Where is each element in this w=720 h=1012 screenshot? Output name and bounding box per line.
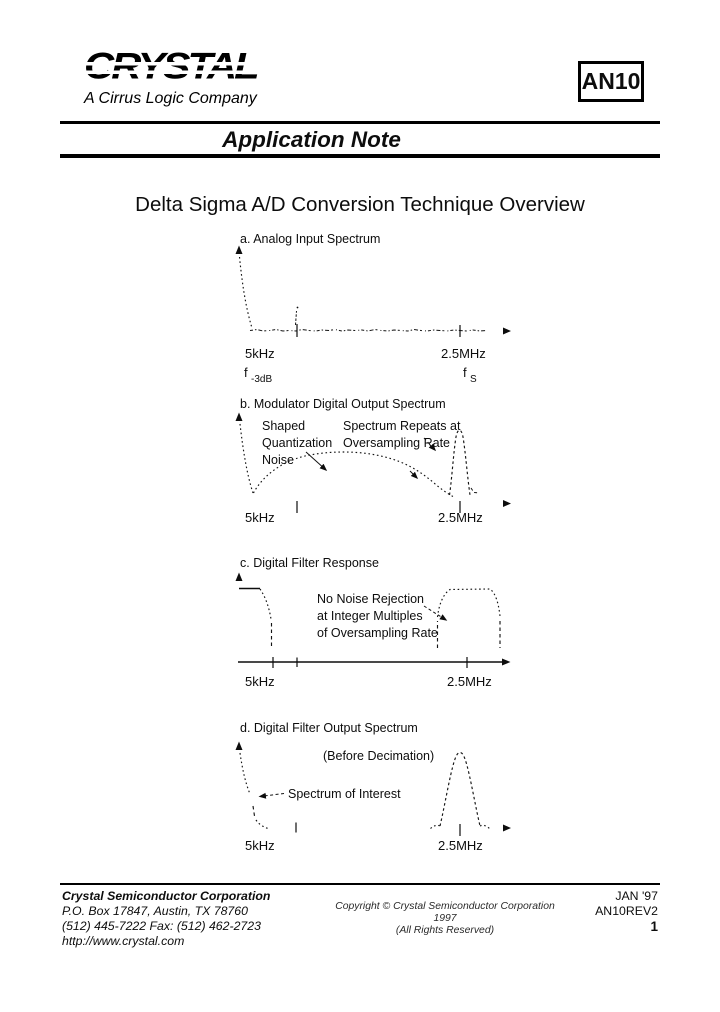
diagram-d-filter-output-spectrum: d. Digital Filter Output Spectrum (Befor… bbox=[235, 721, 511, 853]
noise-floor-baseline bbox=[249, 328, 487, 332]
diagram-b-label: b. Modulator Digital Output Spectrum bbox=[240, 397, 446, 411]
tick-label-5khz: 5kHz bbox=[245, 346, 275, 361]
footer-company-name: Crystal Semiconductor Corporation bbox=[62, 889, 271, 903]
x-axis-right-arrow-icon bbox=[503, 500, 511, 507]
banner-title: Application Note bbox=[222, 127, 401, 152]
page-title: Delta Sigma A/D Conversion Technique Ove… bbox=[135, 193, 585, 216]
y-axis-up-arrow-icon bbox=[235, 741, 243, 750]
annotation-spectrum-of-interest: Spectrum of Interest bbox=[288, 787, 401, 801]
banner-rule-bottom bbox=[60, 154, 660, 158]
interest-annotation-arrow bbox=[258, 792, 285, 799]
diagram-a-label: a. Analog Input Spectrum bbox=[240, 232, 380, 246]
tick-label-5khz: 5kHz bbox=[245, 838, 275, 853]
image-band-response-curve bbox=[436, 588, 501, 618]
x-axis-right-arrow-icon bbox=[502, 658, 511, 666]
curve-direction-arrow bbox=[409, 470, 419, 480]
shaped-noise-hump-curve bbox=[252, 451, 454, 498]
rejection-annotation-arrow bbox=[423, 605, 448, 621]
f-corner-subscript: -3dB bbox=[251, 374, 272, 385]
diagram-c-digital-filter-response: c. Digital Filter Response No Noise Reje… bbox=[235, 556, 511, 689]
spectrum-of-interest-curve bbox=[239, 752, 251, 795]
footer-copyright-block: Copyright © Crystal Semiconductor Corpor… bbox=[325, 901, 565, 937]
annotation-rejection-line1: No Noise Rejection bbox=[317, 592, 424, 606]
annotation-repeats-line2: Oversampling Rate bbox=[343, 436, 450, 450]
logo-tagline: A Cirrus Logic Company bbox=[84, 90, 257, 107]
y-axis-up-arrow-icon bbox=[235, 412, 243, 421]
footer-phone-fax: (512) 445-7222 Fax: (512) 462-2723 bbox=[62, 919, 261, 933]
signal-spike-dot bbox=[296, 306, 299, 309]
doc-number-label: AN10 bbox=[581, 68, 641, 94]
diagram-a-analog-input-spectrum: a. Analog Input Spectrum 5kHz 2.5MHz f -… bbox=[235, 232, 511, 385]
tick-label-2-5mhz: 2.5MHz bbox=[447, 674, 492, 689]
diagram-c-label: c. Digital Filter Response bbox=[240, 556, 379, 570]
filter-rolloff-curve bbox=[259, 588, 272, 620]
diagram-d-subtitle: (Before Decimation) bbox=[323, 749, 434, 763]
annotation-rejection-line2: at Integer Multiples bbox=[317, 609, 423, 623]
f-sample-symbol: f bbox=[463, 365, 467, 380]
signal-rolloff-curve bbox=[239, 423, 254, 494]
f-corner-symbol: f bbox=[244, 365, 248, 380]
footer-page-number: 1 bbox=[650, 919, 658, 934]
output-peak-curve bbox=[439, 751, 481, 827]
footer-date: JAN '97 bbox=[615, 889, 658, 903]
annotation-rejection-line3: of Oversampling Rate bbox=[317, 626, 438, 640]
annotation-noise: Noise bbox=[262, 453, 294, 467]
doc-number-badge: AN10 bbox=[578, 61, 644, 102]
footer-address: P.O. Box 17847, Austin, TX 78760 bbox=[62, 904, 248, 918]
peak-left-tail bbox=[430, 824, 441, 829]
y-axis-up-arrow-icon bbox=[235, 245, 243, 254]
oversampling-peak-curve bbox=[448, 429, 471, 496]
logo-stripes-decoration bbox=[80, 57, 276, 90]
tick-label-5khz: 5kHz bbox=[245, 510, 275, 525]
curve-dashed-segment bbox=[252, 805, 256, 817]
diagram-b-modulator-output-spectrum: b. Modulator Digital Output Spectrum Sha… bbox=[235, 397, 511, 525]
footer-company-block: Crystal Semiconductor Corporation P.O. B… bbox=[62, 889, 270, 949]
f-sample-subscript: S bbox=[470, 374, 477, 385]
tick-label-2-5mhz: 2.5MHz bbox=[438, 510, 483, 525]
x-axis-right-arrow-icon bbox=[503, 327, 511, 335]
footer-rule bbox=[60, 883, 660, 885]
tick-label-5khz: 5kHz bbox=[245, 674, 275, 689]
x-axis-right-arrow-icon bbox=[503, 824, 511, 832]
repeats-annotation-arrow bbox=[423, 437, 437, 452]
tick-label-2-5mhz: 2.5MHz bbox=[438, 838, 483, 853]
input-rolloff-curve bbox=[238, 256, 253, 329]
signal-spike bbox=[295, 310, 297, 326]
footer-revision-block: JAN '97 AN10REV2 1 bbox=[595, 889, 658, 934]
annotation-repeats-line1: Spectrum Repeats at bbox=[343, 419, 461, 433]
peak-right-tail bbox=[479, 824, 490, 829]
footer-copyright-line2: (All Rights Reserved) bbox=[395, 925, 495, 936]
annotation-shaped: Shaped bbox=[262, 419, 305, 433]
banner-rule-top bbox=[60, 121, 660, 124]
curve-tail bbox=[255, 819, 269, 830]
footer-revision: AN10REV2 bbox=[595, 904, 658, 918]
annotation-quantization: Quantization bbox=[262, 436, 332, 450]
noise-annotation-arrow bbox=[305, 451, 328, 472]
footer-copyright-line1: Copyright © Crystal Semiconductor Corpor… bbox=[335, 901, 555, 924]
footer-website: http://www.crystal.com bbox=[62, 934, 185, 948]
diagram-d-label: d. Digital Filter Output Spectrum bbox=[240, 721, 418, 735]
tick-label-2-5mhz: 2.5MHz bbox=[441, 346, 486, 361]
y-axis-up-arrow-icon bbox=[235, 572, 243, 581]
peak-base-tail bbox=[470, 487, 480, 494]
